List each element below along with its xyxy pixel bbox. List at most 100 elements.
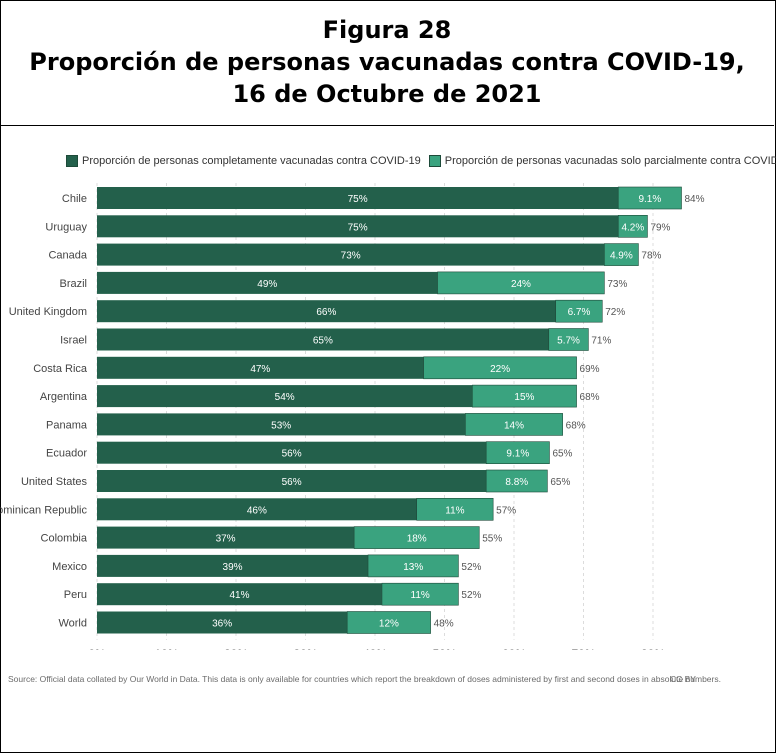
category-label: Brazil: [59, 278, 87, 290]
data-label-total: 52%: [461, 562, 481, 573]
figure-title: Proporción de personas vacunadas contra …: [29, 48, 745, 76]
data-label-total: 79%: [650, 222, 670, 233]
category-label: United States: [21, 476, 88, 488]
data-label-partial: 11%: [411, 590, 430, 601]
data-label-total: 55%: [482, 534, 502, 545]
data-label-total: 78%: [641, 251, 661, 262]
bar-full: [97, 611, 348, 634]
license-note: CC BY: [670, 674, 696, 684]
data-label-total: 57%: [496, 505, 516, 516]
source-note: Source: Official data collated by Our Wo…: [8, 674, 721, 684]
data-label-full: 56%: [282, 477, 302, 488]
category-label: Costa Rica: [33, 363, 88, 375]
bar-full: [97, 583, 382, 606]
category-label: Chile: [62, 193, 87, 205]
data-label-partial: 11%: [445, 505, 464, 516]
x-tick-label: 50%: [432, 647, 456, 650]
data-label-full: 39%: [223, 562, 243, 573]
category-label: Mexico: [52, 561, 87, 573]
bar-full: [97, 271, 438, 294]
data-label-total: 69%: [580, 364, 600, 375]
bar-partial: [416, 497, 494, 521]
data-label-partial: 15%: [514, 392, 534, 403]
data-label-full: 75%: [348, 194, 368, 205]
x-tick-label: 40%: [363, 647, 387, 650]
data-label-partial: 22%: [490, 364, 510, 375]
bar-full: [97, 413, 466, 436]
x-tick-label: 10%: [154, 647, 178, 650]
data-label-full: 47%: [250, 364, 270, 375]
data-label-partial: 14%: [504, 420, 524, 431]
data-label-partial: 9.1%: [506, 449, 529, 460]
bar-full: [97, 300, 556, 323]
figure-date: 16 de Octubre de 2021: [232, 80, 542, 108]
bar-partial: [381, 582, 459, 606]
legend-item-partial: Proporción de personas vacunadas solo pa…: [428, 155, 776, 167]
figure-number: Figura 28: [322, 16, 452, 44]
data-label-full: 37%: [216, 534, 236, 545]
legend-swatch-full: [66, 155, 78, 167]
chart-legend: Proporción de personas completamente vac…: [66, 155, 776, 167]
bar-full: [97, 526, 355, 549]
bar-partial: [617, 186, 682, 210]
legend-item-full: Proporción de personas completamente vac…: [66, 155, 421, 167]
bar-partial: [346, 611, 431, 634]
data-label-full: 46%: [247, 505, 267, 516]
data-label-total: 73%: [607, 279, 627, 290]
bar-partial: [367, 554, 459, 578]
category-label: United Kingdom: [9, 306, 87, 318]
data-label-total: 71%: [591, 336, 611, 347]
figure-title-box: Figura 28 Proporción de personas vacunad…: [0, 0, 774, 126]
data-label-partial: 9.1%: [638, 194, 661, 205]
data-label-partial: 12%: [379, 619, 399, 630]
x-tick-label: 20%: [224, 647, 248, 650]
bar-full: [97, 243, 605, 266]
bar-full: [97, 498, 417, 521]
data-label-full: 41%: [229, 590, 249, 601]
data-label-total: 84%: [684, 194, 704, 205]
data-label-total: 68%: [566, 420, 586, 431]
data-label-partial: 5.7%: [557, 336, 580, 347]
bar-partial: [617, 214, 648, 238]
bar-chart: 0% 10% 20% 30% 40% 50% 60% 70% 80% Chile 75% 9.1% 84…: [0, 183, 705, 650]
data-label-partial: 6.7%: [568, 307, 591, 318]
bar-full: [97, 328, 549, 351]
data-label-full: 56%: [282, 449, 302, 460]
data-label-total: 65%: [552, 449, 572, 460]
legend-swatch-partial: [428, 155, 441, 167]
legend-label-partial: Proporción de personas vacunadas solo pa…: [444, 155, 776, 167]
bar-full: [97, 215, 619, 238]
bar-full: [97, 187, 619, 209]
category-label: Ecuador: [46, 448, 87, 460]
x-tick-label: 60%: [502, 647, 526, 650]
category-label: Uruguay: [45, 221, 87, 233]
bar-full: [97, 385, 473, 408]
bar-partial: [485, 441, 550, 465]
bar-partial: [604, 243, 639, 266]
category-label: Panama: [46, 419, 88, 431]
data-label-full: 65%: [313, 336, 333, 347]
data-label-partial: 4.2%: [621, 222, 644, 233]
data-label-total: 48%: [434, 619, 454, 630]
bar-partial: [437, 271, 605, 295]
category-label: Colombia: [41, 533, 88, 545]
category-label: Israel: [60, 335, 87, 347]
data-label-partial: 8.8%: [505, 477, 528, 488]
data-label-full: 73%: [341, 251, 361, 262]
bar-partial: [471, 384, 577, 408]
bar-full: [97, 441, 487, 464]
bar-partial: [465, 413, 563, 436]
data-label-full: 49%: [257, 279, 277, 290]
category-label: Dominican Republic: [0, 504, 87, 516]
data-label-total: 72%: [605, 307, 625, 318]
data-label-partial: 4.9%: [610, 251, 633, 262]
data-label-total: 65%: [550, 477, 570, 488]
bar-partial: [555, 299, 603, 323]
x-tick-label: 0%: [88, 647, 106, 650]
category-label: Canada: [48, 250, 87, 262]
bar-full: [97, 356, 424, 379]
bar-partial: [423, 356, 577, 380]
data-label-partial: 13%: [403, 562, 423, 573]
legend-label-full: Proporción de personas completamente vac…: [82, 155, 421, 167]
bar-full: [97, 470, 487, 492]
